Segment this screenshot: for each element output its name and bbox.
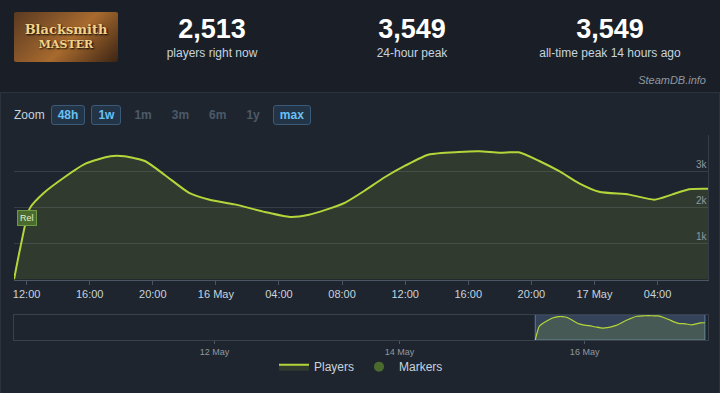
html-text:max: max xyxy=(279,108,304,122)
html-text:3,549: 3,549 xyxy=(378,14,446,44)
svg-text:04:00: 04:00 xyxy=(265,288,293,300)
svg-text:17 May: 17 May xyxy=(576,288,613,300)
html-text:48h: 48h xyxy=(57,108,79,122)
svg-text:20:00: 20:00 xyxy=(139,288,167,300)
svg-text:12 May: 12 May xyxy=(200,347,230,357)
html-text:MASTER: MASTER xyxy=(38,38,94,51)
svg-text:16:00: 16:00 xyxy=(76,288,104,300)
html-text:all-time peak 14 hours ago: all-time peak 14 hours ago xyxy=(539,46,681,60)
html-text:Blacksmith: Blacksmith xyxy=(24,22,108,37)
html-text:1m: 1m xyxy=(134,108,152,122)
svg-text:12:00: 12:00 xyxy=(391,288,419,300)
html-text:SteamDB.info: SteamDB.info xyxy=(638,74,706,86)
svg-text:14 May: 14 May xyxy=(385,347,415,357)
html-text:6m: 6m xyxy=(209,108,227,122)
svg-text:16 May: 16 May xyxy=(198,288,235,300)
svg-text:3k: 3k xyxy=(696,159,708,170)
svg-text:1k: 1k xyxy=(696,231,708,242)
html-text:2,513: 2,513 xyxy=(178,14,246,44)
html-text:3m: 3m xyxy=(171,108,190,122)
svg-text:Markers: Markers xyxy=(399,360,442,374)
svg-text:2k: 2k xyxy=(696,195,708,206)
svg-text:08:00: 08:00 xyxy=(328,288,356,300)
html-text:24-hour peak: 24-hour peak xyxy=(376,46,448,60)
html-text:players right now: players right now xyxy=(166,46,258,60)
svg-text:20:00: 20:00 xyxy=(518,288,546,300)
html-text:Zoom: Zoom xyxy=(14,108,45,122)
html-text:1y: 1y xyxy=(246,108,260,122)
svg-text:Rel: Rel xyxy=(20,213,34,223)
svg-text:16 May: 16 May xyxy=(570,347,600,357)
svg-text:12:00: 12:00 xyxy=(13,288,41,300)
html-text:1w: 1w xyxy=(98,108,115,122)
svg-text:Players: Players xyxy=(314,360,354,374)
html-text:3,549: 3,549 xyxy=(576,14,644,44)
svg-text:16:00: 16:00 xyxy=(454,288,482,300)
svg-text:04:00: 04:00 xyxy=(644,288,672,300)
